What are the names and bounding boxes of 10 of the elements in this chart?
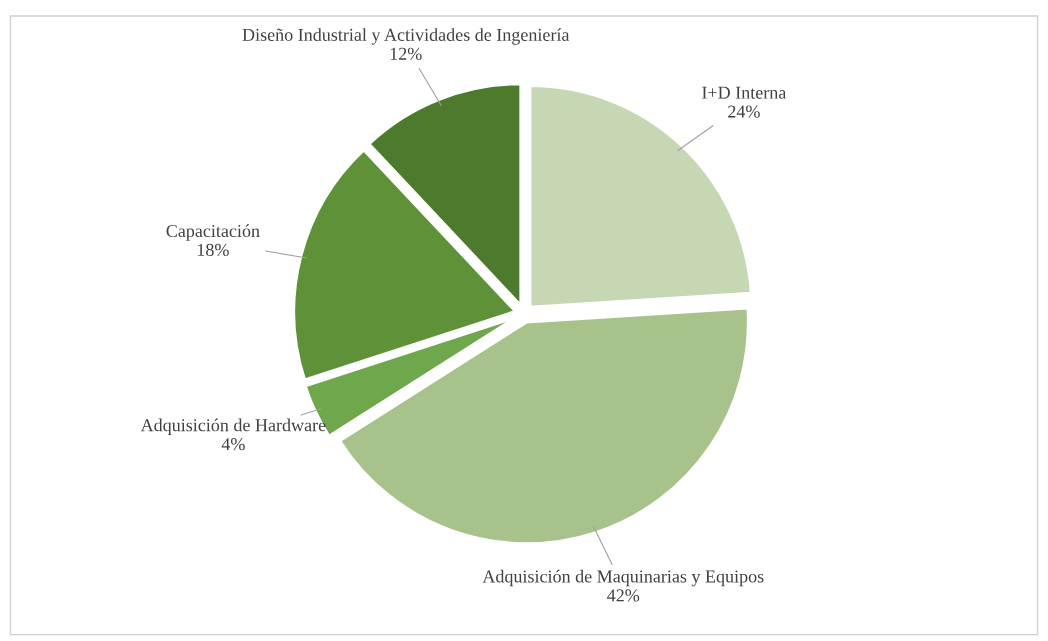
data-label: 42% xyxy=(607,589,640,602)
data-label: 24% xyxy=(728,105,760,118)
data-label: 4% xyxy=(221,438,245,451)
slice-label: I+D Interna xyxy=(702,86,787,99)
slice-label: Adquisición de Hardware xyxy=(140,418,326,435)
data-label: 18% xyxy=(197,243,229,257)
slice-label: Capacitación xyxy=(166,224,260,241)
data-label: 12% xyxy=(390,47,422,60)
slice-label: Adquisición de Maquinarias y Equipos xyxy=(482,569,764,587)
slice-label: Diseño Industrial y Actividades de Ingeniería xyxy=(242,28,570,45)
